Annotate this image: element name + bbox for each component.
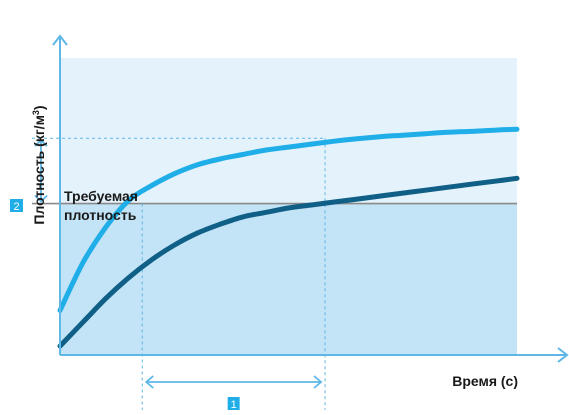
y-axis-label-close: ) — [31, 105, 47, 110]
marker-2-box — [10, 199, 23, 212]
time-diff-arrow-right-icon — [313, 375, 323, 389]
x-axis-arrow-icon — [557, 347, 569, 363]
y-axis-label-sup: 3 — [31, 110, 41, 115]
y-axis-label: Плотность (кг/м3) — [31, 105, 47, 224]
below-required-zone — [60, 203, 517, 355]
x-axis-label: Время (с) — [452, 373, 518, 389]
density-diff-arrow-top-icon — [34, 138, 48, 147]
required-density-label-line1: Требуемая — [64, 188, 138, 204]
time-diff-arrow-left-icon — [144, 375, 154, 389]
density-diff-arrow-bottom-icon — [34, 194, 48, 203]
light-density-curve — [57, 126, 520, 313]
marker-1-label: 1 — [231, 399, 237, 411]
marker-1-box — [227, 397, 240, 410]
required-density-label-line2: плотность — [64, 207, 137, 223]
marker-2-label: 2 — [13, 201, 19, 213]
y-axis-label-main: Плотность (кг/м — [31, 115, 47, 225]
dark-density-curve — [57, 175, 520, 349]
y-axis-arrow-icon — [52, 34, 68, 46]
